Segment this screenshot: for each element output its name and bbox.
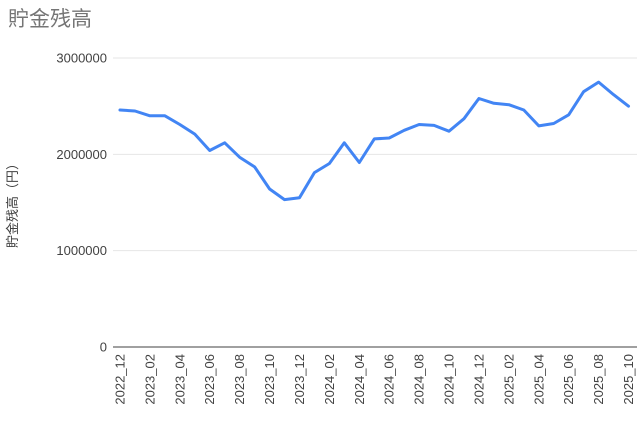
x-tick-label: 2025_04 bbox=[531, 354, 546, 405]
x-tick-label: 2023_10 bbox=[262, 354, 277, 405]
x-tick-label: 2023_12 bbox=[292, 354, 307, 405]
x-tick-label: 2024_02 bbox=[322, 354, 337, 405]
y-tick-label: 2000000 bbox=[56, 147, 107, 162]
x-tick-label: 2023_08 bbox=[232, 354, 247, 405]
x-tick-label: 2025_06 bbox=[561, 354, 576, 405]
y-tick-label: 3000000 bbox=[56, 51, 107, 66]
x-tick-label: 2025_02 bbox=[501, 354, 516, 405]
y-axis-title: 貯金残高（円） bbox=[5, 157, 20, 248]
x-tick-label: 2023_04 bbox=[172, 354, 187, 405]
x-tick-label: 2025_10 bbox=[621, 354, 636, 405]
x-tick-label: 2024_06 bbox=[382, 354, 397, 405]
chart-title: 貯金残高 bbox=[8, 8, 92, 31]
x-tick-label: 2024_08 bbox=[412, 354, 427, 405]
x-tick-label: 2022_12 bbox=[113, 354, 128, 405]
x-tick-label: 2023_02 bbox=[142, 354, 157, 405]
y-tick-label: 1000000 bbox=[56, 243, 107, 258]
x-tick-label: 2024_10 bbox=[442, 354, 457, 405]
x-tick-label: 2024_12 bbox=[471, 354, 486, 405]
x-tick-label: 2024_04 bbox=[352, 354, 367, 405]
x-tick-label: 2023_06 bbox=[202, 354, 217, 405]
y-tick-label: 0 bbox=[100, 340, 107, 355]
x-tick-label: 2025_08 bbox=[591, 354, 606, 405]
series-line bbox=[118, 80, 630, 202]
